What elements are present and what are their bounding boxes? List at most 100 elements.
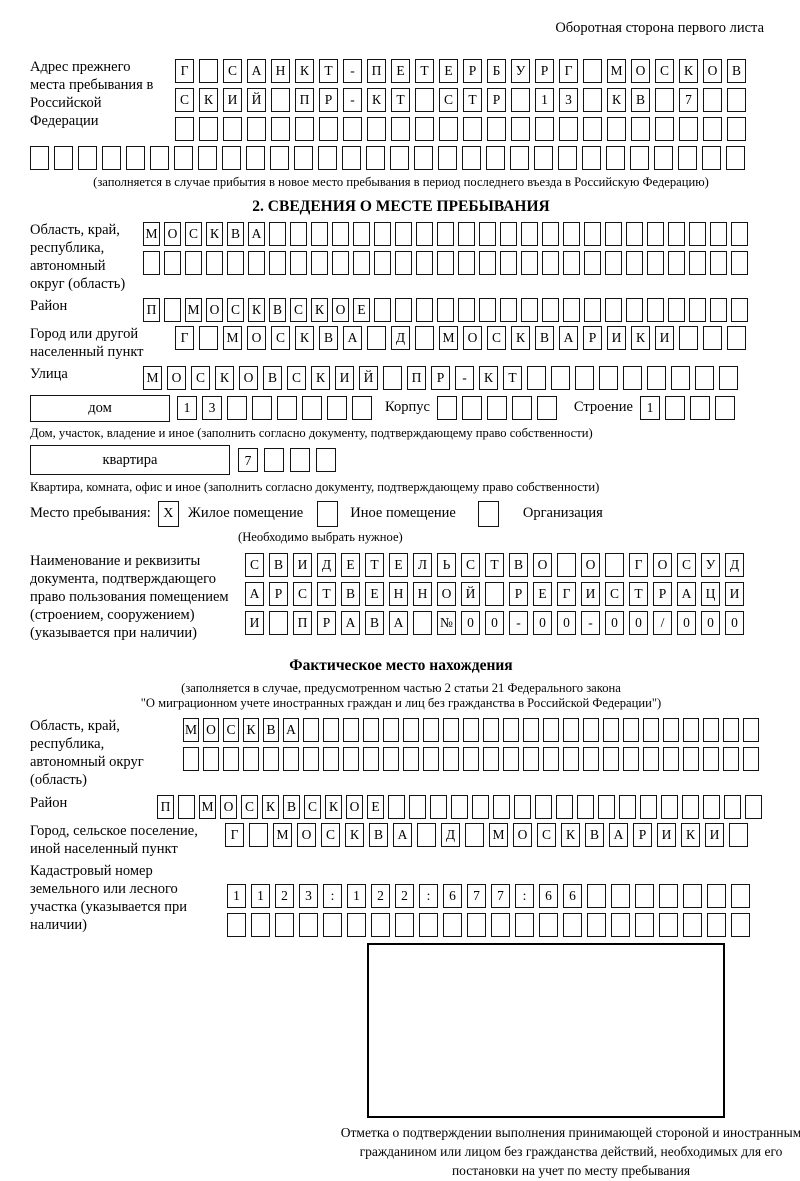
char-cell[interactable] [723,747,739,772]
char-cell[interactable] [347,912,366,937]
char-cell[interactable] [479,221,496,246]
char-cell[interactable]: - [509,610,528,635]
char-cell[interactable] [493,794,510,819]
char-cell[interactable]: С [304,794,321,819]
char-cell[interactable]: Д [391,325,410,350]
char-cell[interactable] [623,365,642,390]
char-cell[interactable]: В [631,88,650,112]
char-cell[interactable] [702,146,721,170]
char-cell[interactable]: О [164,221,181,246]
char-cell[interactable]: В [535,325,554,350]
char-cell[interactable] [327,396,347,421]
char-cell[interactable]: Т [319,59,338,83]
char-cell[interactable] [451,794,468,819]
char-cell[interactable]: - [581,610,600,635]
char-cell[interactable]: О [297,822,316,847]
char-cell[interactable] [374,297,391,322]
char-cell[interactable] [726,146,745,170]
char-cell[interactable]: О [346,794,363,819]
char-cell[interactable]: Т [365,552,384,577]
char-cell[interactable] [679,117,698,141]
char-cell[interactable]: К [311,297,328,322]
char-cell[interactable]: П [295,88,314,112]
char-cell[interactable]: : [419,883,438,908]
char-cell[interactable]: Е [391,59,410,83]
char-cell[interactable] [227,912,246,937]
char-cell[interactable]: В [263,365,282,390]
char-cell[interactable]: К [262,794,279,819]
char-cell[interactable]: 0 [701,610,720,635]
char-cell[interactable] [647,297,664,322]
char-cell[interactable] [583,718,599,743]
char-cell[interactable]: К [248,297,265,322]
char-cell[interactable]: А [343,325,362,350]
char-cell[interactable] [584,250,601,275]
char-cell[interactable] [710,250,727,275]
char-cell[interactable] [678,146,697,170]
char-cell[interactable]: С [677,552,696,577]
char-cell[interactable] [503,718,519,743]
char-cell[interactable] [437,250,454,275]
char-cell[interactable]: С [287,365,306,390]
char-cell[interactable] [269,610,288,635]
char-cell[interactable]: С [245,552,264,577]
char-cell[interactable] [583,59,602,83]
char-cell[interactable]: В [283,794,300,819]
char-cell[interactable] [223,117,242,141]
char-cell[interactable] [598,794,615,819]
char-cell[interactable]: Р [487,88,506,112]
char-cell[interactable] [587,912,606,937]
char-cell[interactable] [523,747,539,772]
char-cell[interactable] [521,221,538,246]
char-cell[interactable] [332,250,349,275]
char-cell[interactable]: 3 [559,88,578,112]
char-cell[interactable] [515,912,534,937]
char-cell[interactable]: С [293,581,312,606]
char-cell[interactable] [413,610,432,635]
char-cell[interactable]: И [223,88,242,112]
char-cell[interactable]: К [631,325,650,350]
char-cell[interactable]: К [681,822,700,847]
char-cell[interactable] [635,912,654,937]
char-cell[interactable]: У [511,59,530,83]
char-cell[interactable] [707,883,726,908]
char-cell[interactable] [395,221,412,246]
char-cell[interactable] [679,325,698,350]
char-cell[interactable] [542,250,559,275]
char-cell[interactable] [30,146,49,170]
char-cell[interactable]: П [157,794,174,819]
char-cell[interactable]: В [319,325,338,350]
char-cell[interactable] [439,117,458,141]
char-cell[interactable] [655,88,674,112]
char-cell[interactable]: Д [317,552,336,577]
char-cell[interactable]: Н [271,59,290,83]
char-cell[interactable] [416,221,433,246]
char-cell[interactable] [623,718,639,743]
char-cell[interactable]: С [185,221,202,246]
char-cell[interactable]: М [143,365,162,390]
char-cell[interactable] [557,552,576,577]
char-cell[interactable] [465,822,484,847]
char-cell[interactable] [587,883,606,908]
char-cell[interactable]: 1 [639,396,660,421]
char-cell[interactable]: В [369,822,388,847]
char-cell[interactable]: № [437,610,456,635]
char-cell[interactable] [323,718,339,743]
char-cell[interactable] [143,250,160,275]
char-cell[interactable] [395,250,412,275]
char-cell[interactable]: С [655,59,674,83]
char-cell[interactable] [511,88,530,112]
char-cell[interactable] [558,146,577,170]
char-cell[interactable]: Д [725,552,744,577]
char-cell[interactable] [563,221,580,246]
char-cell[interactable] [415,117,434,141]
char-cell[interactable] [535,794,552,819]
char-cell[interactable]: 6 [443,883,462,908]
char-cell[interactable] [619,794,636,819]
char-cell[interactable] [174,146,193,170]
char-cell[interactable] [729,822,748,847]
char-cell[interactable] [605,297,622,322]
char-cell[interactable] [323,747,339,772]
char-cell[interactable] [647,365,666,390]
char-cell[interactable]: Т [415,59,434,83]
